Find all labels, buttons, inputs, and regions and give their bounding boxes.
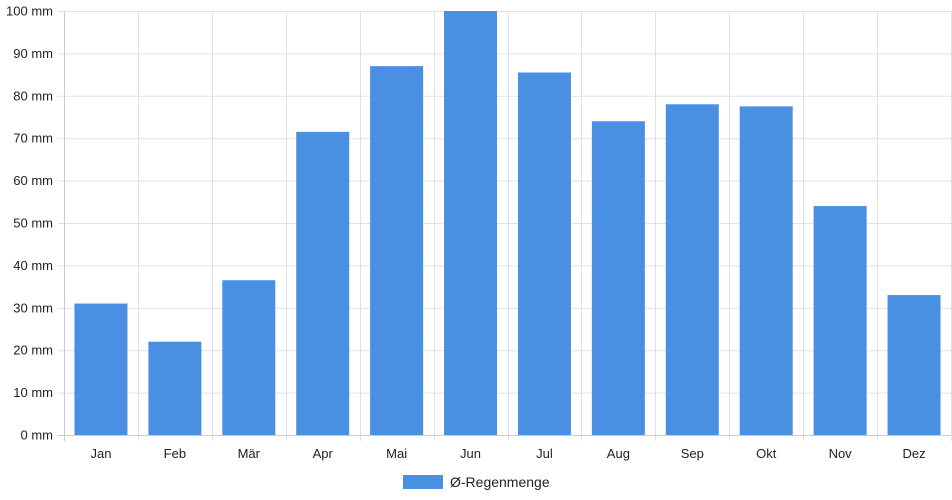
bars xyxy=(74,11,941,436)
bar[interactable] xyxy=(813,206,867,435)
x-tick-label: Jul xyxy=(536,446,553,461)
x-tick-label: Sep xyxy=(681,446,704,461)
x-tick-label: Jan xyxy=(90,446,111,461)
bar[interactable] xyxy=(74,303,128,435)
bar[interactable] xyxy=(887,295,941,435)
bar[interactable] xyxy=(444,11,498,435)
y-tick-label: 80 mm xyxy=(13,88,53,103)
bar[interactable] xyxy=(591,121,645,436)
y-tick-label: 10 mm xyxy=(13,385,53,400)
bar[interactable] xyxy=(222,280,276,435)
bar[interactable] xyxy=(148,341,202,435)
x-tick-label: Apr xyxy=(313,446,334,461)
bar[interactable] xyxy=(665,104,719,435)
x-tick-label: Nov xyxy=(829,446,853,461)
y-tick-label: 100 mm xyxy=(6,4,53,19)
y-tick-label: 0 mm xyxy=(21,428,54,443)
bar[interactable] xyxy=(739,106,793,436)
y-tick-label: 30 mm xyxy=(13,300,53,315)
y-tick-label: 70 mm xyxy=(13,131,53,146)
x-tick-label: Mai xyxy=(386,446,407,461)
x-tick-label: Aug xyxy=(607,446,630,461)
x-tick-label: Jun xyxy=(460,446,481,461)
bar[interactable] xyxy=(296,131,350,435)
bar[interactable] xyxy=(517,72,571,435)
legend-label: Ø-Regenmenge xyxy=(450,474,550,490)
y-axis-tick-labels: 0 mm 10 mm 20 mm 30 mm 40 mm 50 mm 60 mm 70 mm 8… xyxy=(6,4,53,443)
y-tick-label: 20 mm xyxy=(13,343,53,358)
legend-swatch xyxy=(403,475,443,489)
bar[interactable] xyxy=(370,66,424,436)
y-tick-label: 60 mm xyxy=(13,173,53,188)
x-tick-label: Mär xyxy=(238,446,261,461)
x-tick-label: Dez xyxy=(902,446,925,461)
x-tick-label: Okt xyxy=(756,446,777,461)
y-tick-label: 50 mm xyxy=(13,216,53,231)
legend[interactable]: Ø-Regenmenge xyxy=(403,474,550,490)
y-tick-label: 90 mm xyxy=(13,46,53,61)
y-tick-label: 40 mm xyxy=(13,258,53,273)
x-axis-tick-labels: Jan Feb Mär Apr Mai Jun Jul Aug Sep Okt Nov Dez xyxy=(90,446,925,461)
x-tick-label: Feb xyxy=(164,446,186,461)
axes xyxy=(58,11,951,441)
